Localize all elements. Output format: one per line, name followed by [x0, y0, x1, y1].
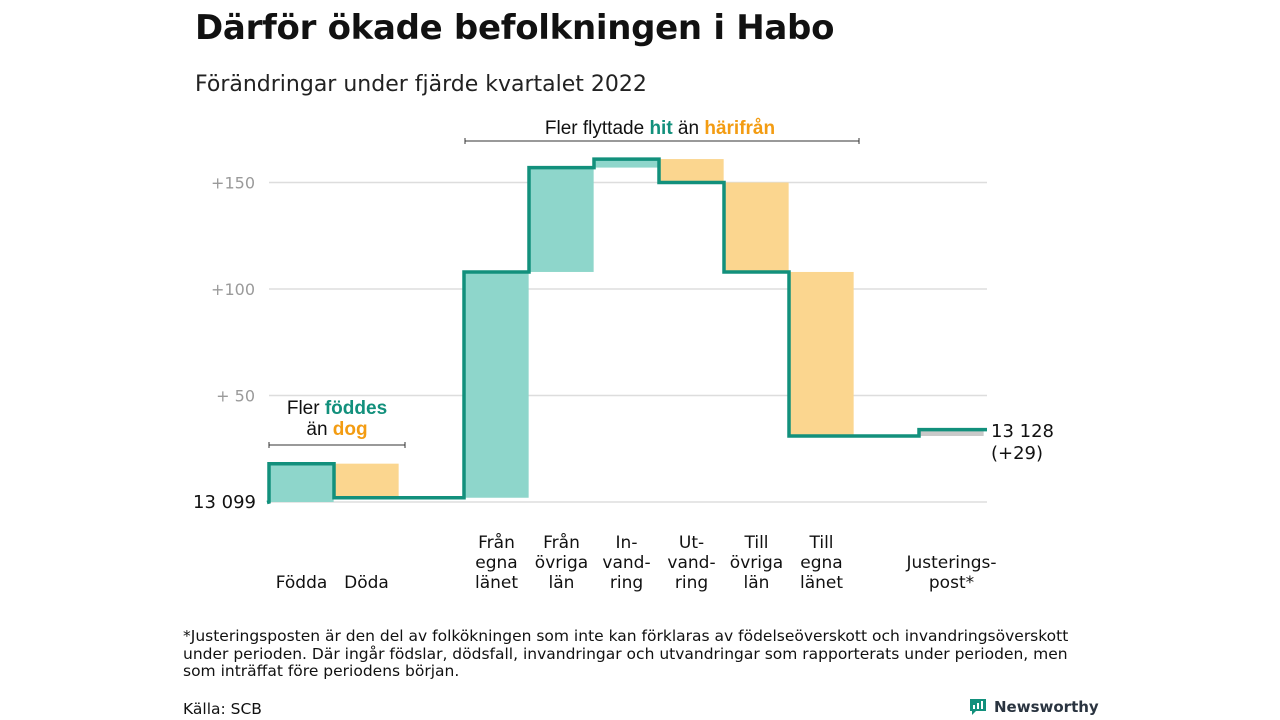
y-tick-label: +150	[211, 174, 255, 193]
category-label: övriga	[535, 553, 588, 573]
category-label: länet	[475, 573, 518, 593]
y-tick-label: + 50	[216, 387, 255, 406]
grid-lines	[269, 181, 987, 503]
cumulative-step-line	[266, 157, 987, 505]
category-label: Justerings-	[905, 553, 996, 573]
bar-3	[529, 167, 594, 272]
moves-text-mid: än	[673, 118, 705, 139]
births-annotation: Fler föddes än dog	[268, 398, 406, 448]
category-label: län	[744, 573, 770, 593]
category-label: Födda	[276, 573, 328, 593]
bar-8	[919, 429, 984, 436]
births-annotation-line1: Fler föddes	[287, 398, 387, 419]
step-line-path	[266, 157, 987, 505]
bar-4	[594, 159, 659, 168]
brand-name: Newsworthy	[994, 698, 1099, 716]
moves-text-pre: Fler flyttade	[545, 118, 650, 139]
category-label: egna	[800, 553, 842, 573]
moves-annotation-text: Fler flyttade hit än härifrån	[545, 118, 775, 139]
births-text-pre: Fler	[287, 398, 325, 419]
moves-text-hit: hit	[649, 118, 673, 139]
bar-2	[464, 271, 529, 498]
newsworthy-logo-icon	[970, 699, 986, 715]
chart-subtitle: Förändringar under fjärde kvartalet 2022	[195, 72, 647, 97]
category-label: In-	[616, 533, 638, 553]
bar-6	[724, 182, 789, 272]
bar-7	[789, 271, 854, 436]
category-label: Till	[743, 533, 768, 553]
end-value-label: (+29)	[991, 443, 1043, 464]
births-text-dog: dog	[333, 419, 368, 440]
bars	[269, 159, 984, 502]
bar-5	[659, 159, 724, 183]
category-label: vand-	[602, 553, 650, 573]
start-value-label: 13 099	[193, 492, 256, 513]
bar-0	[269, 463, 334, 502]
births-annotation-line2: än dog	[306, 419, 367, 440]
category-label: post*	[929, 573, 974, 593]
births-text-an: än	[306, 419, 332, 440]
brand-logo: Newsworthy	[968, 697, 1099, 717]
category-label: ring	[610, 573, 643, 593]
births-text-foddes: föddes	[325, 398, 387, 419]
bar-1	[334, 463, 399, 498]
category-label: vand-	[667, 553, 715, 573]
category-label: Från	[543, 532, 580, 553]
footnote: *Justeringsposten är den del av folkökni…	[183, 627, 1069, 680]
source-text: Källa: SCB	[183, 700, 262, 718]
chart-title: Därför ökade befolkningen i Habo	[195, 8, 835, 48]
y-tick-label: +100	[211, 280, 255, 299]
moves-annotation: Fler flyttade hit än härifrån	[464, 118, 860, 144]
category-label: länet	[800, 573, 843, 593]
category-label: Till	[808, 533, 833, 553]
category-label: län	[549, 573, 575, 593]
end-value-label: 13 128	[991, 421, 1054, 442]
moves-text-harifran: härifrån	[704, 118, 775, 139]
category-label: ring	[675, 573, 708, 593]
category-label: Från	[478, 532, 515, 553]
category-label: Ut-	[679, 533, 704, 553]
category-label: egna	[475, 553, 517, 573]
category-label: Döda	[344, 573, 389, 593]
category-label: övriga	[730, 553, 783, 573]
